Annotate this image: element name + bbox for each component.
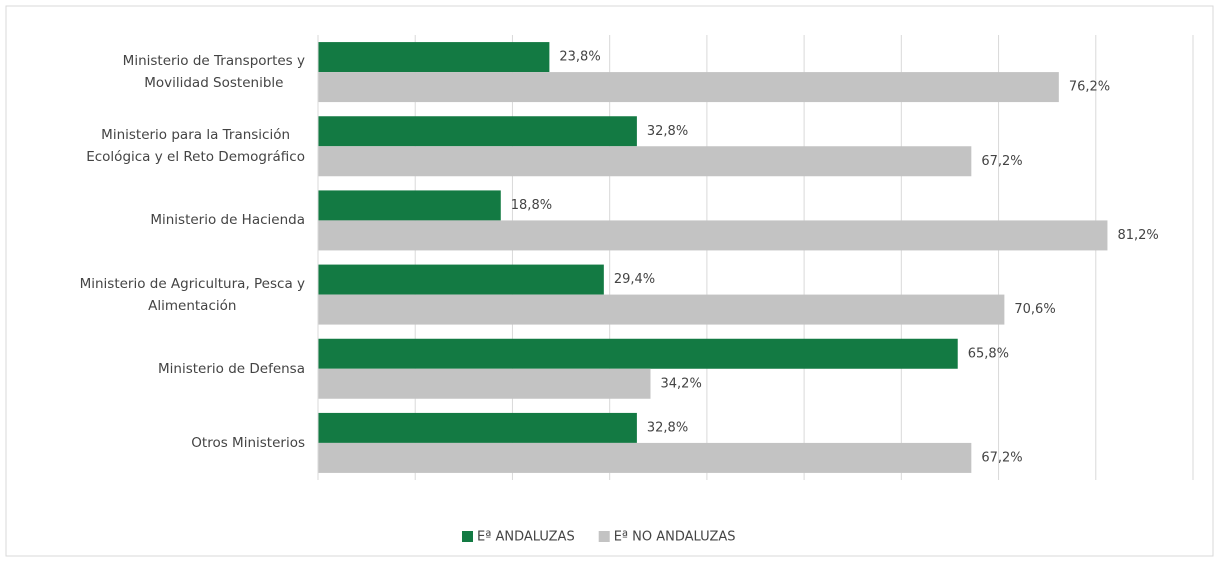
bar <box>318 146 972 177</box>
value-label: 23,8% <box>559 50 600 65</box>
legend-swatch <box>598 531 610 542</box>
bar <box>318 72 1059 103</box>
bar <box>318 442 972 473</box>
value-label: 32,8% <box>647 420 688 435</box>
bar <box>318 42 550 73</box>
legend-swatch <box>462 531 473 542</box>
value-label: 18,8% <box>511 198 552 213</box>
bar <box>318 264 604 295</box>
bar <box>318 294 1005 325</box>
value-label: 67,2% <box>981 154 1022 169</box>
legend-label: Eª ANDALUZAS <box>477 530 575 545</box>
bar <box>318 368 651 399</box>
value-label: 32,8% <box>647 124 688 139</box>
value-label: 70,6% <box>1014 302 1055 317</box>
value-label: 34,2% <box>661 376 702 391</box>
chart-border <box>5 5 1214 557</box>
category-label: Ministerio de Agricultura, Pesca y Alime… <box>79 275 305 314</box>
category-label: Ministerio de Defensa <box>158 360 305 377</box>
category-label: Otros Ministerios <box>191 434 305 451</box>
value-label: 76,2% <box>1069 80 1110 95</box>
value-label: 65,8% <box>968 346 1009 361</box>
bar <box>318 116 637 147</box>
legend-label: Eª NO ANDALUZAS <box>614 530 736 545</box>
category-label: Ministerio de Hacienda <box>150 212 305 229</box>
bar <box>318 220 1108 251</box>
value-label: 67,2% <box>981 450 1022 465</box>
bar <box>318 338 958 369</box>
value-label: 81,2% <box>1117 228 1158 243</box>
category-label: Ministerio para la Transición Ecológica … <box>86 127 305 166</box>
category-label: Ministerio de Transportes y Movilidad So… <box>122 53 305 92</box>
bar <box>318 412 637 443</box>
bar <box>318 190 501 221</box>
value-label: 29,4% <box>614 272 655 287</box>
